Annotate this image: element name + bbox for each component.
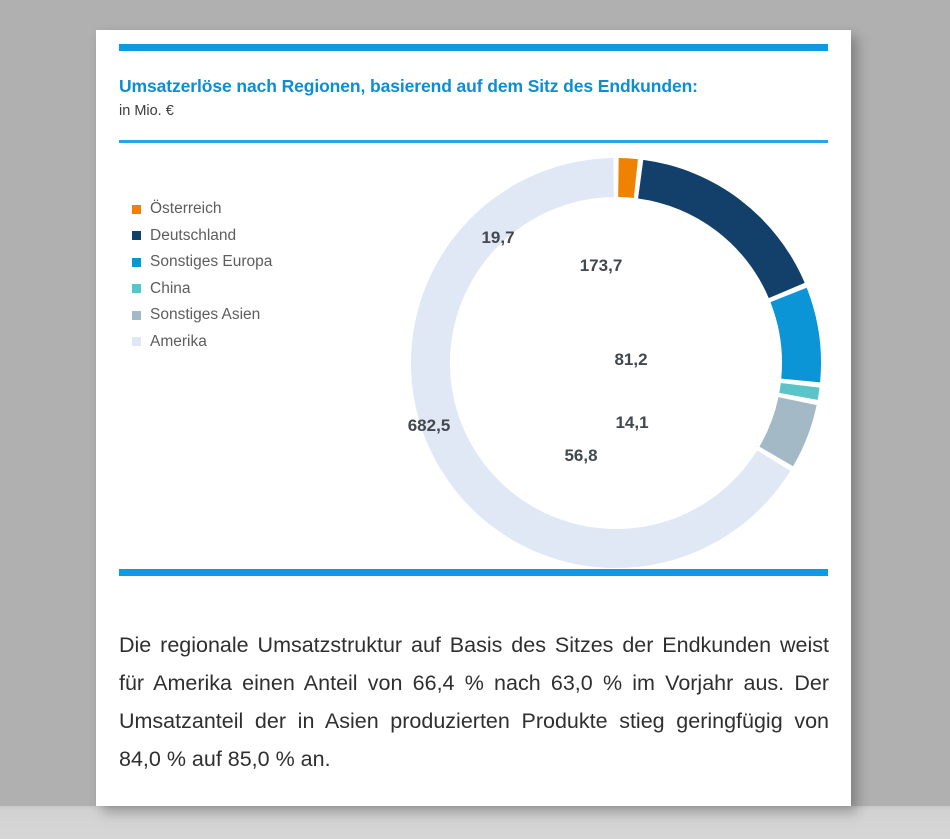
legend-item[interactable]: Deutschland	[132, 225, 332, 247]
legend-item[interactable]: China	[132, 278, 332, 300]
slice-value-label: 81,2	[614, 350, 648, 369]
legend-item-label: Österreich	[150, 200, 222, 218]
donut-slice[interactable]	[638, 159, 805, 299]
legend-item-label: Sonstiges Europa	[150, 253, 273, 271]
donut-slice[interactable]	[779, 382, 820, 400]
legend-item[interactable]: Amerika	[132, 331, 332, 353]
legend-swatch-icon	[132, 284, 141, 293]
header-rule-top	[119, 44, 828, 51]
header-rule-thin	[119, 140, 828, 143]
legend-swatch-icon	[132, 231, 141, 240]
slice-value-label: 19,7	[481, 228, 515, 247]
slice-value-label: 173,7	[579, 256, 623, 275]
legend-swatch-icon	[132, 204, 141, 214]
legend-item[interactable]: Sonstiges Asien	[132, 304, 332, 326]
page-subtitle: in Mio. €	[119, 103, 174, 119]
legend-swatch-icon	[132, 337, 141, 346]
legend-item[interactable]: Österreich	[132, 198, 332, 220]
legend-swatch-icon	[132, 257, 141, 267]
donut-chart: Österreich Deutschland Sonstiges Europa Chi…	[96, 148, 851, 578]
slice-value-label: 56,8	[564, 446, 598, 465]
donut-slice[interactable]	[759, 397, 817, 467]
legend-swatch-icon	[132, 310, 141, 320]
chart-legend: Österreich Deutschland Sonstiges Europa Chi…	[132, 198, 332, 357]
slice-value-label: 14,1	[615, 413, 649, 432]
report-card: Umsatzerlöse nach Regionen, basierend au…	[96, 30, 851, 806]
legend-item-label: China	[150, 279, 191, 297]
legend-item-label: Deutschland	[150, 226, 237, 244]
footer-rule	[119, 569, 828, 576]
commentary-paragraph: Die regionale Umsatzstruktur auf Basis d…	[119, 633, 829, 771]
legend-item[interactable]: Sonstiges Europa	[132, 251, 332, 273]
page-background-band	[0, 806, 950, 839]
legend-item-label: Amerika	[150, 332, 207, 350]
page-title: Umsatzerlöse nach Regionen, basierend au…	[119, 76, 698, 96]
commentary-text: Die regionale Umsatzstruktur auf Basis d…	[119, 626, 829, 778]
donut-svg	[411, 158, 822, 568]
donut-slice[interactable]	[618, 158, 638, 198]
donut-slice[interactable]	[770, 287, 822, 383]
slice-value-label: 682,5	[407, 416, 451, 435]
legend-item-label: Sonstiges Asien	[150, 306, 261, 324]
donut-graphic: 19,7 173,7 81,2 14,1 56,8 682,5	[301, 138, 851, 578]
